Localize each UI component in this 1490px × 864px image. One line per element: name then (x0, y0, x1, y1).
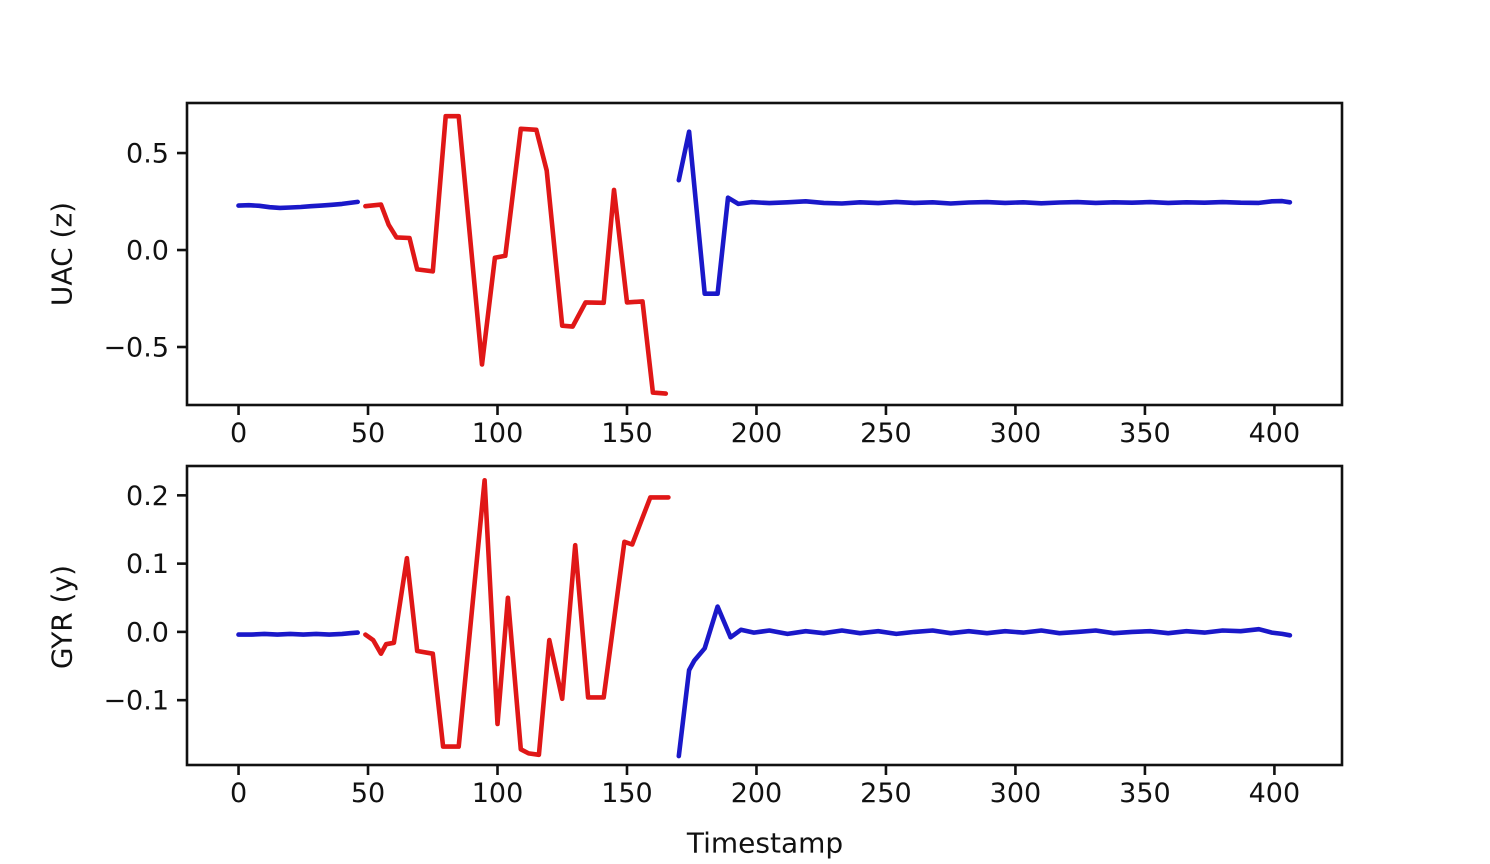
x-tick-label: 350 (1119, 778, 1171, 809)
gyr-y-axis-label: GYR (y) (45, 564, 79, 670)
uac-z-axis-label: UAC (z) (45, 201, 79, 307)
y-tick-label: 0.1 (126, 549, 169, 580)
uac-z-chart: 0 50 100 150 200 250 300 350 400 0.5 0.0 −0.5 (103, 101, 1344, 449)
gyr-y-anomaly-line (363, 478, 671, 758)
x-tick-label: 150 (601, 418, 653, 449)
y-tick-label: 0.5 (126, 139, 169, 170)
gyr-y-normal-pre-line (236, 630, 360, 637)
uac-z-anomaly-line (363, 113, 669, 396)
x-tick-label: 0 (230, 778, 247, 809)
plot-border (185, 101, 1344, 407)
x-tick-label: 250 (860, 418, 912, 449)
x-tick-label: 150 (601, 778, 653, 809)
x-tick-label: 0 (230, 418, 247, 449)
x-tick-label: 400 (1249, 418, 1301, 449)
x-tick-label: 300 (990, 418, 1042, 449)
plot-border (185, 464, 1344, 767)
x-tick-label: 300 (990, 778, 1042, 809)
x-tick-label: 50 (351, 778, 385, 809)
uac-z-normal-pre-line (236, 199, 360, 211)
gyr-y-normal-post-line (676, 604, 1293, 759)
y-tick-label: 0.2 (126, 481, 169, 512)
x-tick-label: 100 (472, 778, 524, 809)
y-tick-label: −0.5 (103, 333, 169, 364)
y-tick-label: 0.0 (126, 236, 169, 267)
y-tick-label: 0.0 (126, 617, 169, 648)
x-tick-label: 350 (1119, 418, 1171, 449)
uac-z-normal-post-line (676, 129, 1293, 296)
y-tick-label: −0.1 (103, 686, 169, 717)
x-tick-label: 250 (860, 778, 912, 809)
x-tick-label: 200 (731, 778, 783, 809)
timestamp-axis-label: Timestamp (686, 826, 844, 860)
gyr-y-chart: 0 50 100 150 200 250 300 350 400 0.2 0.1 0.0 −0.1 (103, 464, 1344, 809)
x-tick-label: 50 (351, 418, 385, 449)
x-tick-label: 400 (1249, 778, 1301, 809)
x-tick-label: 200 (731, 418, 783, 449)
x-tick-label: 100 (472, 418, 524, 449)
